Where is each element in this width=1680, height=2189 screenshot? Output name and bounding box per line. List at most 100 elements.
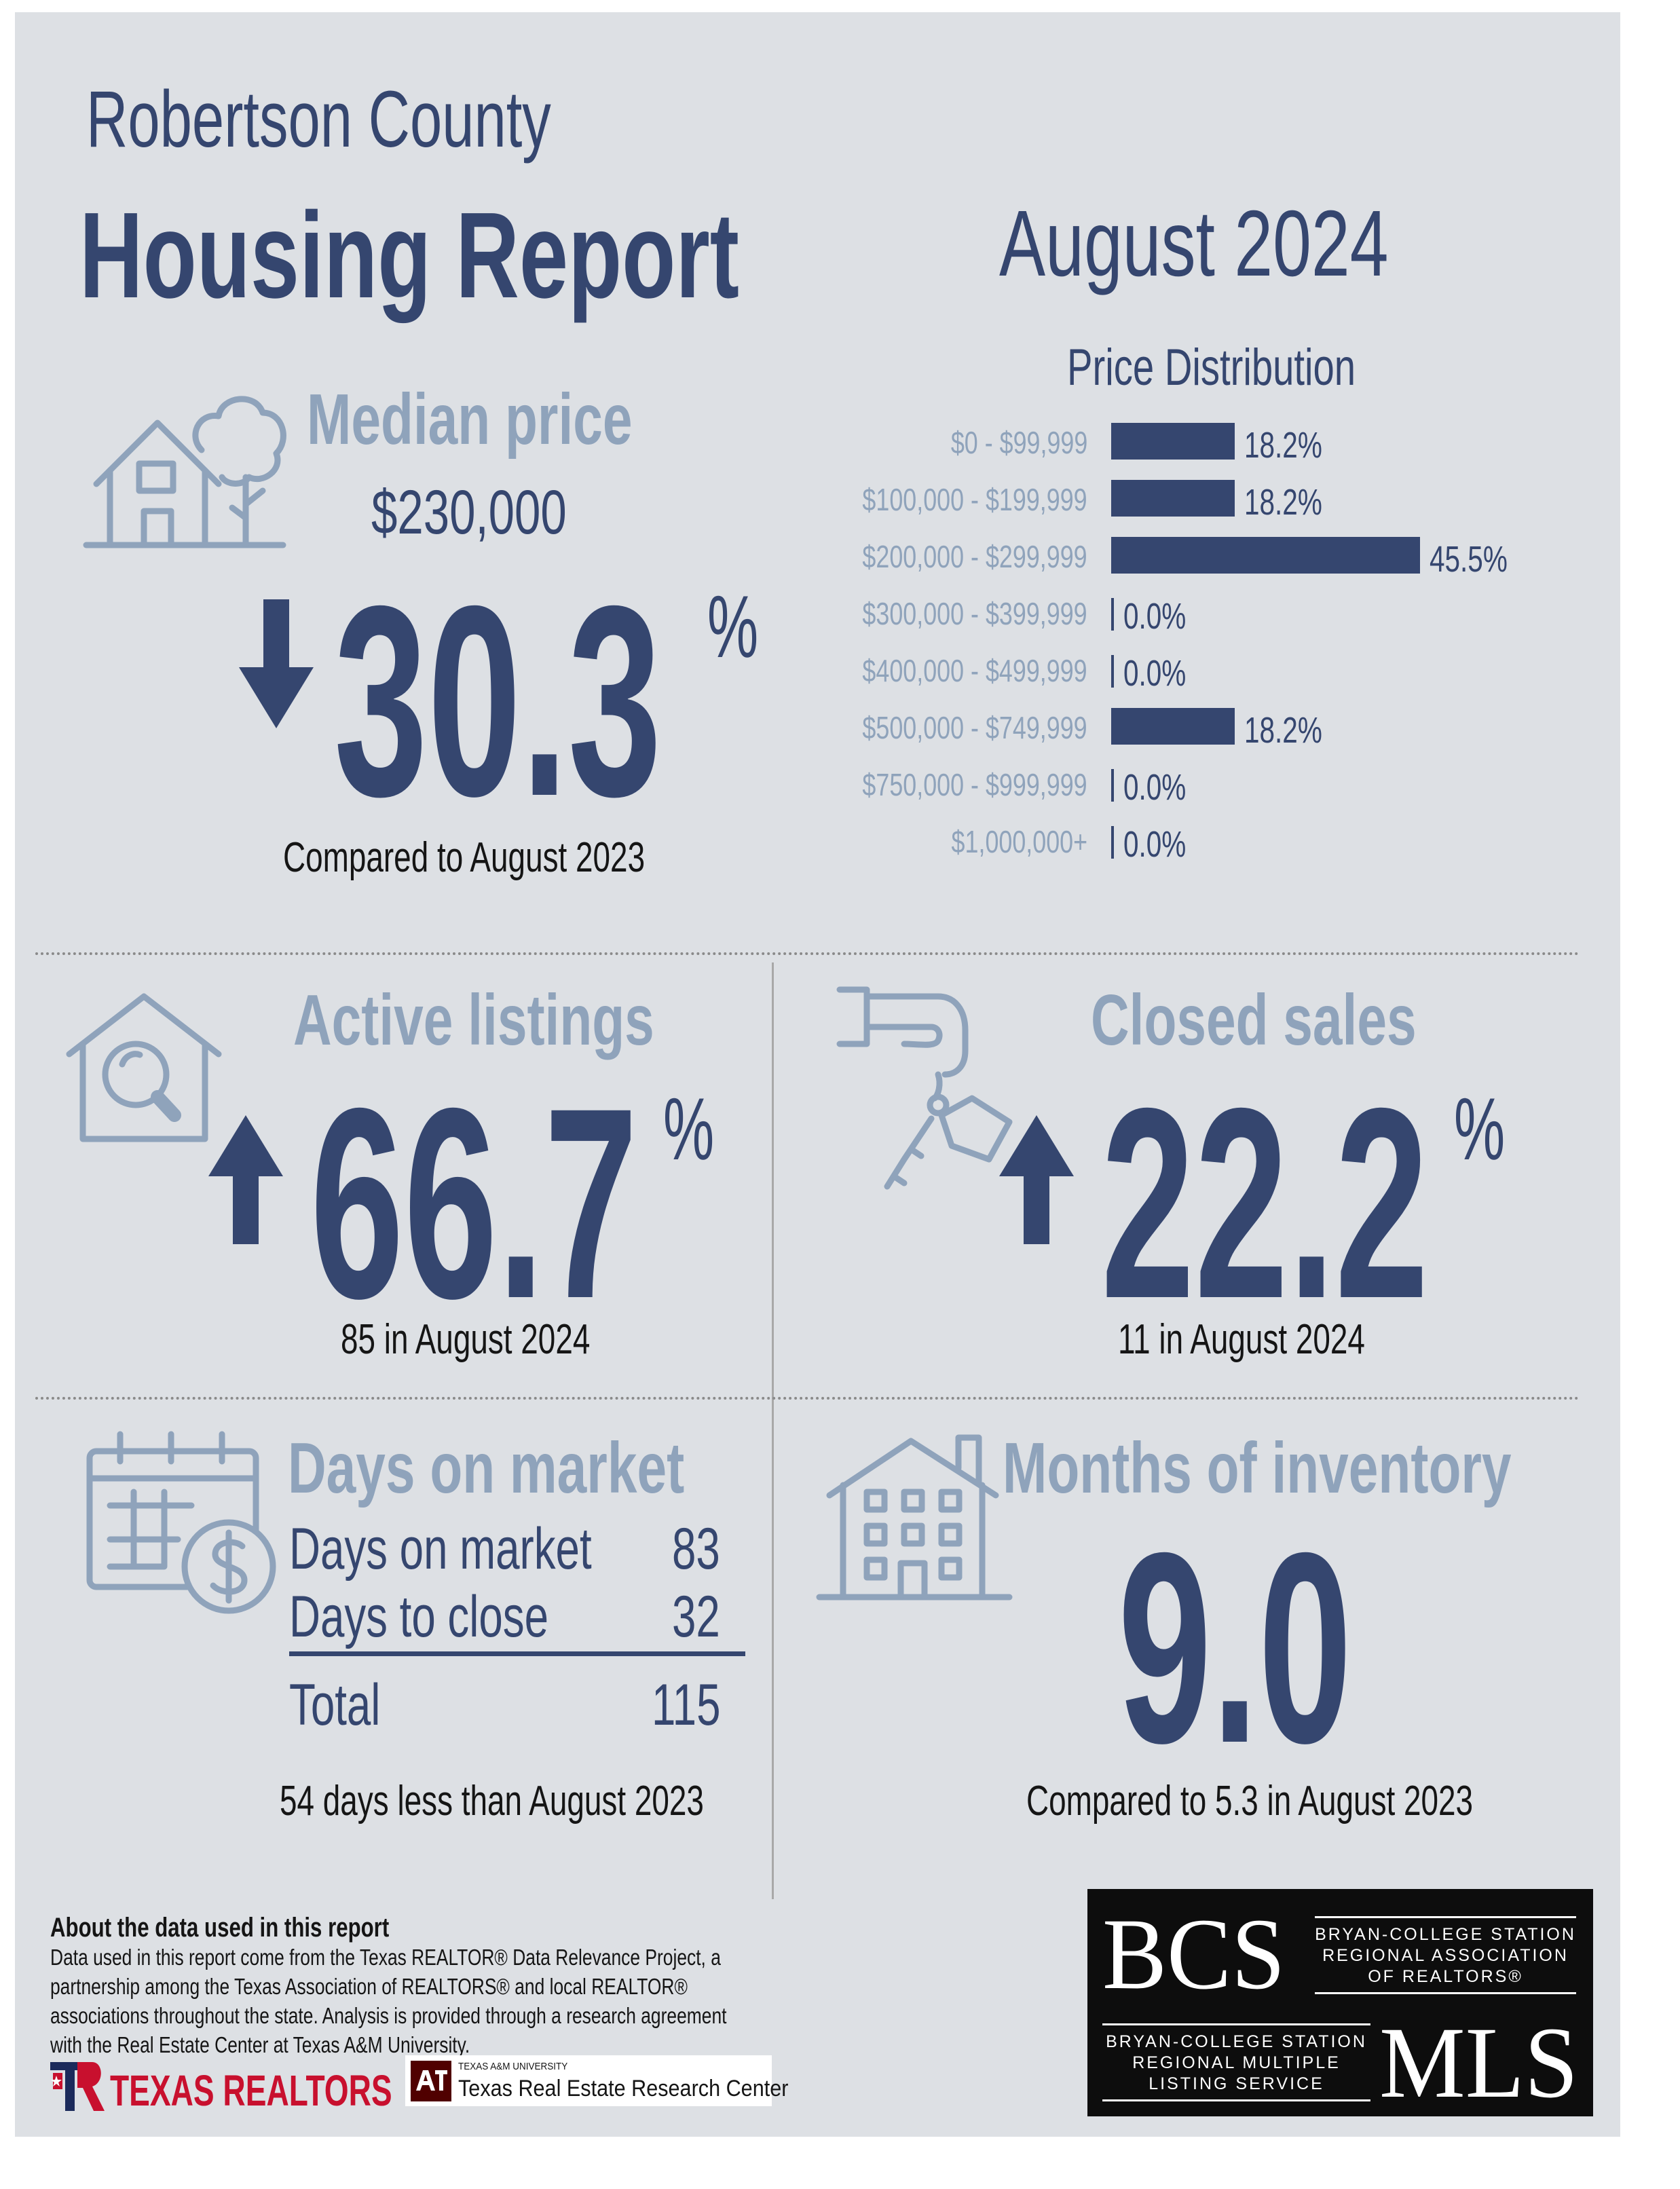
closed-sales-change: 22.2	[1101, 1068, 1630, 1339]
active-listings-percent: %	[663, 1078, 742, 1180]
price-bin-label: $0 - $99,999	[950, 425, 1087, 460]
bcs-letters: BCS	[1102, 1896, 1295, 2013]
mls-letters-text: MLS	[1379, 2006, 1579, 2119]
tamu-university-text: TEXAS A&M UNIVERSITY	[458, 2061, 568, 2072]
tamu-atm-icon	[411, 2061, 451, 2101]
report-title: Housing Report	[79, 185, 996, 326]
median-percent-text: %	[707, 577, 759, 676]
about-line: Data used in this report come from the T…	[50, 1945, 721, 1970]
texas-realtors-text: TEXAS REALTORS	[110, 2066, 392, 2115]
median-price-label-text: Median price	[307, 379, 633, 460]
price-bin-bar	[1111, 826, 1114, 859]
tamu-center-text: Texas Real Estate Research Center	[458, 2076, 789, 2101]
dtc-row-label: Days to close	[289, 1584, 639, 1651]
mls-letters: MLS	[1379, 2004, 1588, 2121]
closed-sales-detail: 11 in August 2024	[1118, 1315, 1452, 1364]
closed-sales-label: Closed sales	[1091, 979, 1531, 1062]
dtc-row-value: 32	[672, 1584, 737, 1651]
price-bin-value: 18.2%	[1244, 482, 1322, 523]
price-distribution-title-text: Price Distribution	[1067, 339, 1356, 396]
total-row-label: Total	[289, 1672, 413, 1739]
total-row-value: 115	[652, 1672, 745, 1739]
price-bin-bar	[1111, 708, 1235, 745]
report-title-text: Housing Report	[79, 187, 739, 324]
dom-section-label-text: Days on market	[288, 1428, 685, 1508]
total-row-value-text: 115	[652, 1672, 721, 1738]
mls-service: BRYAN-COLLEGE STATION REGIONAL MULTIPLE …	[1102, 2032, 1370, 2095]
price-bin-label: $100,000 - $199,999	[862, 482, 1087, 517]
mls-service-line: REGIONAL MULTIPLE	[1132, 2053, 1341, 2072]
price-bin-label: $400,000 - $499,999	[862, 653, 1087, 688]
mls-rule-top	[1102, 2023, 1370, 2025]
divider-vertical-2	[772, 1407, 774, 1899]
calendar-dollar-icon	[83, 1431, 280, 1621]
bcs-mls-logo: BCS BRYAN-COLLEGE STATION REGIONAL ASSOC…	[1087, 1889, 1593, 2119]
months-inventory-value-text: 9.0	[1118, 1496, 1352, 1799]
median-change-value: 30.3	[334, 565, 863, 837]
price-bin-label: $750,000 - $999,999	[862, 767, 1087, 802]
price-bin-bar	[1111, 537, 1420, 574]
report-sheet: Robertson County Housing Report August 2…	[15, 12, 1620, 2137]
price-bin-bar	[1111, 480, 1235, 517]
dom-row-value: 83	[672, 1516, 737, 1583]
texas-realtors-mark-icon	[50, 2062, 105, 2111]
total-row-label-text: Total	[289, 1672, 381, 1738]
divider-vertical-1	[772, 962, 774, 1410]
price-distribution-chart: $0 - $99,999 18.2% $100,000 - $199,999 18.2…	[816, 423, 1563, 898]
closed-sales-change-number: 22.2	[1101, 1051, 1429, 1355]
apartment-building-icon	[816, 1427, 1013, 1604]
dom-section-label: Days on market	[288, 1427, 823, 1510]
house-search-icon	[62, 990, 225, 1146]
hand-key-icon	[836, 983, 1026, 1200]
median-price-value-text: $230,000	[371, 478, 567, 547]
price-bin-label: $500,000 - $749,999	[862, 710, 1087, 745]
months-inventory-label-text: Months of inventory	[1003, 1428, 1512, 1508]
active-listings-change-number: 66.7	[310, 1051, 638, 1355]
price-bin-value: 0.0%	[1123, 767, 1187, 808]
median-price-value: $230,000	[371, 477, 632, 548]
county-name: Robertson County	[86, 75, 551, 164]
bcs-letters-text: BCS	[1102, 1898, 1286, 2010]
price-bin-value: 0.0%	[1123, 596, 1187, 637]
price-bin-label: $300,000 - $399,999	[862, 596, 1087, 631]
active-listings-label-text: Active listings	[293, 980, 654, 1060]
median-price-label: Median price	[307, 379, 747, 461]
about-title-text: About the data used in this report	[50, 1913, 390, 1943]
report-date-text: August 2024	[999, 191, 1389, 296]
arrow-up-icon	[999, 1115, 1074, 1244]
dom-row-label: Days on market	[289, 1516, 698, 1583]
report-date: August 2024	[999, 190, 1525, 298]
median-percent-sign: %	[707, 576, 786, 677]
tamu-university: TEXAS A&M UNIVERSITY	[458, 2061, 580, 2073]
about-title: About the data used in this report	[50, 1913, 485, 1943]
tamu-logo: TEXAS A&M UNIVERSITY Texas Real Estate R…	[405, 2055, 788, 2106]
texas-realtors-wordmark: TEXAS REALTORS	[110, 2065, 502, 2116]
about-line: associations throughout the state. Analy…	[50, 2003, 727, 2028]
price-bin-value: 0.0%	[1123, 653, 1187, 694]
divider-horizontal-2	[35, 1397, 1580, 1400]
dom-row-value-text: 83	[672, 1516, 720, 1582]
mls-rule-bottom	[1102, 2099, 1370, 2101]
active-listings-change: 66.7	[310, 1068, 839, 1339]
bcs-association-line: OF REALTORS®	[1368, 1967, 1523, 1986]
closed-sales-percent: %	[1454, 1078, 1533, 1180]
bcs-association-line: REGIONAL ASSOCIATION	[1322, 1946, 1569, 1965]
months-inventory-value: 9.0	[1118, 1512, 1495, 1784]
county-heading: Robertson County	[86, 73, 732, 166]
price-bin-bar	[1111, 769, 1114, 802]
arrow-up-icon	[208, 1115, 283, 1244]
active-listings-detail: 85 in August 2024	[341, 1315, 677, 1364]
dom-comparison: 54 days less than August 2023	[280, 1777, 853, 1825]
price-bin-value: 45.5%	[1430, 539, 1508, 580]
closed-sales-detail-text: 11 in August 2024	[1118, 1316, 1365, 1363]
divider-horizontal-1	[35, 952, 1580, 955]
dtc-row-value-text: 32	[672, 1584, 720, 1649]
active-listings-percent-text: %	[663, 1079, 715, 1178]
dtc-row-label-text: Days to close	[289, 1584, 549, 1649]
months-inventory-comparison-text: Compared to 5.3 in August 2023	[1026, 1778, 1474, 1825]
median-comparison: Compared to August 2023	[283, 834, 772, 882]
mls-service-line: LISTING SERVICE	[1149, 2074, 1324, 2093]
bcs-rule-mid	[1315, 1992, 1576, 1994]
price-bin-bar	[1111, 655, 1114, 688]
price-bin-value: 0.0%	[1123, 824, 1187, 865]
